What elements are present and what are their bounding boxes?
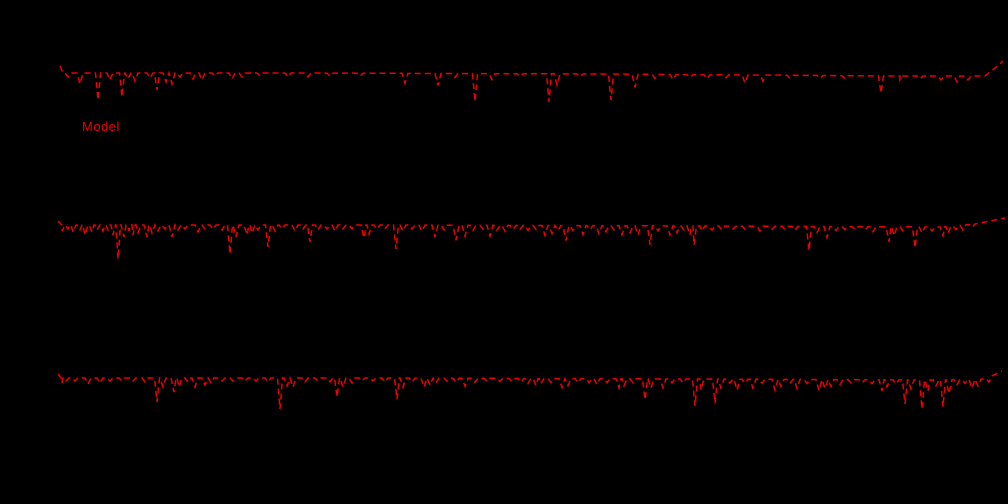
model-legend-label: Model <box>82 119 120 134</box>
model-spectrum-panel-3 <box>57 370 1003 410</box>
model-spectrum-panel-1 <box>59 60 1004 102</box>
model-spectrum-panel-2 <box>57 217 1006 260</box>
